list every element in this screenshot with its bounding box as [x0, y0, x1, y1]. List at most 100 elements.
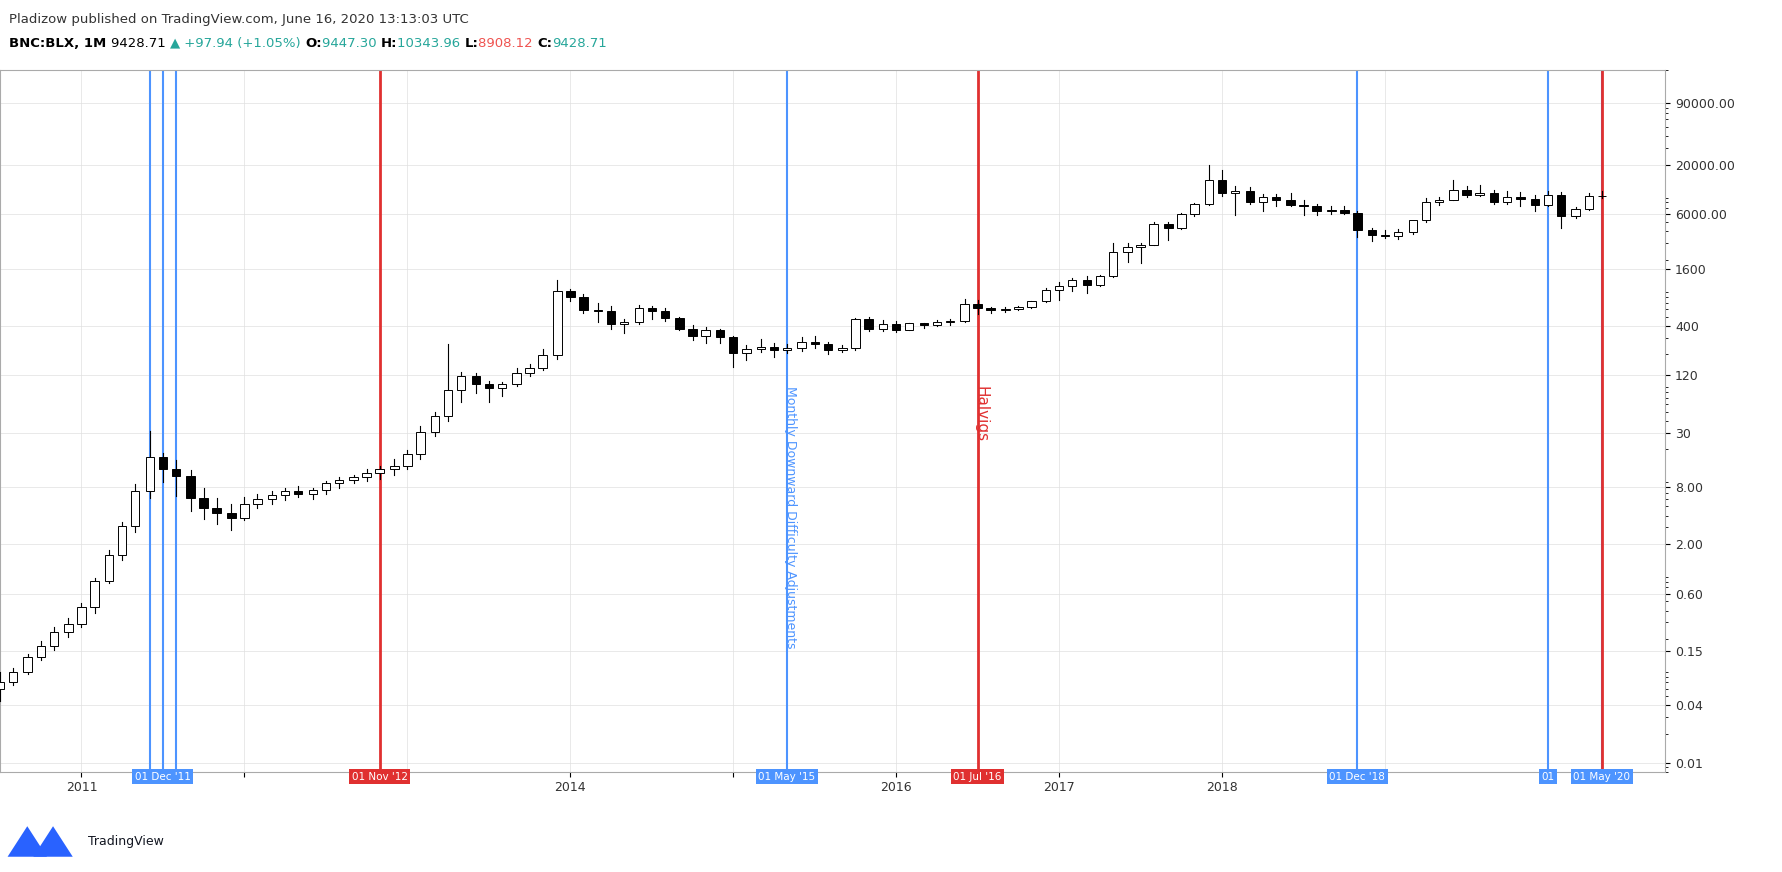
Bar — [200, 498, 208, 508]
Text: 01 May '20: 01 May '20 — [1572, 772, 1629, 781]
Bar — [1340, 210, 1347, 213]
Bar — [944, 321, 953, 322]
Bar — [1474, 194, 1483, 195]
Bar — [1299, 205, 1306, 206]
Bar — [1135, 245, 1144, 248]
Bar — [1312, 206, 1320, 211]
Text: H:: H: — [380, 37, 397, 50]
Bar — [1543, 195, 1552, 205]
Bar — [1584, 196, 1591, 209]
Bar — [456, 376, 465, 390]
Text: 8908.12: 8908.12 — [478, 37, 536, 50]
Bar — [1285, 200, 1294, 205]
Bar — [1246, 191, 1253, 201]
Text: 01 May '15: 01 May '15 — [757, 772, 814, 781]
Bar — [1176, 215, 1185, 228]
Bar — [50, 631, 59, 646]
Bar — [1026, 302, 1035, 307]
Bar — [1041, 290, 1050, 302]
Bar — [1556, 195, 1565, 216]
Bar — [1164, 224, 1173, 228]
Bar — [1067, 280, 1076, 286]
Bar — [823, 344, 832, 350]
Bar — [390, 467, 399, 469]
Text: 10343.96: 10343.96 — [397, 37, 463, 50]
Bar — [187, 476, 194, 498]
Bar — [294, 491, 303, 494]
Bar — [756, 347, 764, 349]
Bar — [321, 483, 330, 490]
Bar — [606, 311, 615, 324]
Bar — [226, 513, 235, 518]
Bar — [1531, 199, 1538, 205]
Bar — [1230, 191, 1238, 193]
Bar — [1205, 180, 1212, 204]
Text: +97.94 (+1.05%): +97.94 (+1.05%) — [180, 37, 305, 50]
Text: 01 Jul '16: 01 Jul '16 — [953, 772, 1001, 781]
Bar — [105, 555, 114, 581]
Bar — [879, 324, 887, 330]
Bar — [1271, 197, 1279, 200]
Bar — [716, 330, 723, 337]
Bar — [335, 480, 342, 483]
Bar — [1055, 286, 1062, 290]
Bar — [1123, 248, 1132, 252]
Bar — [1435, 200, 1442, 201]
Bar — [960, 304, 968, 321]
Bar — [1394, 232, 1401, 236]
Bar — [973, 304, 982, 309]
Bar — [811, 342, 818, 344]
Text: 01 Dec '11: 01 Dec '11 — [135, 772, 191, 781]
Bar — [485, 384, 494, 388]
Bar — [77, 607, 86, 623]
Bar — [118, 526, 127, 555]
Bar — [1420, 201, 1429, 220]
Bar — [526, 368, 533, 373]
Bar — [782, 348, 791, 351]
Bar — [1082, 280, 1091, 285]
Text: Pladizow published on TradingView.com, June 16, 2020 13:13:03 UTC: Pladizow published on TradingView.com, J… — [9, 13, 469, 26]
Text: 9428.71: 9428.71 — [110, 37, 169, 50]
Bar — [1502, 197, 1511, 201]
Text: ▲: ▲ — [169, 37, 180, 50]
Bar — [1515, 197, 1524, 199]
Bar — [905, 323, 912, 330]
Text: TradingView: TradingView — [87, 835, 164, 848]
Bar — [932, 322, 941, 325]
Bar — [253, 499, 262, 504]
Bar — [376, 469, 383, 473]
Text: ( (: ( ( — [144, 772, 155, 781]
Bar — [241, 504, 248, 518]
Bar — [1108, 252, 1117, 276]
Bar — [659, 311, 668, 318]
Bar — [36, 646, 45, 657]
Bar — [1096, 276, 1103, 285]
Bar — [171, 468, 180, 476]
Text: 01: 01 — [1541, 772, 1554, 781]
Bar — [565, 290, 574, 296]
Bar — [688, 329, 697, 337]
Text: 01 Dec '18: 01 Dec '18 — [1329, 772, 1385, 781]
Bar — [91, 581, 98, 607]
Bar — [675, 318, 683, 329]
Bar — [985, 309, 994, 310]
Bar — [634, 308, 643, 322]
Text: 01 Nov '12: 01 Nov '12 — [351, 772, 408, 781]
Text: L:: L: — [463, 37, 478, 50]
Bar — [579, 296, 588, 310]
Bar — [920, 323, 928, 325]
Bar — [1190, 204, 1198, 215]
Text: O:: O: — [305, 37, 321, 50]
Polygon shape — [34, 827, 73, 856]
Bar — [444, 390, 453, 416]
Bar — [1490, 194, 1497, 201]
Bar — [1367, 230, 1376, 235]
Bar — [1353, 213, 1361, 230]
Text: 9447.30: 9447.30 — [321, 37, 380, 50]
Bar — [797, 342, 805, 348]
Bar — [1000, 309, 1009, 310]
Bar — [212, 508, 221, 513]
Text: BNC:BLX, 1M: BNC:BLX, 1M — [9, 37, 110, 50]
Bar — [470, 376, 479, 384]
Bar — [741, 349, 750, 353]
